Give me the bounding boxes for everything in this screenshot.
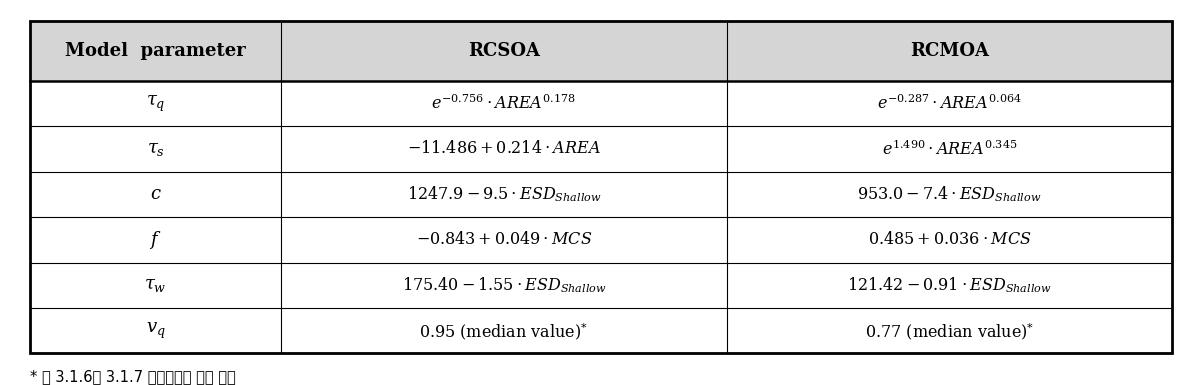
Text: $0.77\ (\mathrm{median\ value})^{*}$: $0.77\ (\mathrm{median\ value})^{*}$ [864,320,1034,341]
Text: $-0.843+0.049\cdot\mathit{MCS}$: $-0.843+0.049\cdot\mathit{MCS}$ [416,231,593,248]
Text: $v_q$: $v_q$ [145,321,166,341]
Text: RCMOA: RCMOA [910,42,989,60]
Bar [30,217,1172,263]
Text: * 펠 3.1.6과 3.1.7 지역화모형 구성 참조: * 펠 3.1.6과 3.1.7 지역화모형 구성 참조 [30,369,236,384]
Bar [30,308,1172,353]
Text: Model  parameter: Model parameter [65,42,246,60]
Text: $c$: $c$ [150,186,161,203]
Bar [30,21,1172,353]
Text: $0.485+0.036\cdot\mathit{MCS}$: $0.485+0.036\cdot\mathit{MCS}$ [868,231,1031,248]
Text: $1247.9-9.5\cdot\mathit{ESD}_{\mathit{Shallow}}$: $1247.9-9.5\cdot\mathit{ESD}_{\mathit{Sh… [406,184,601,204]
Text: $175.40-1.55\cdot\mathit{ESD}_{\mathit{Shallow}}$: $175.40-1.55\cdot\mathit{ESD}_{\mathit{S… [401,275,606,295]
Text: $e^{-0.756}\cdot\mathit{AREA}^{0.178}$: $e^{-0.756}\cdot\mathit{AREA}^{0.178}$ [432,94,577,113]
Text: $-11.486+0.214\cdot\mathit{AREA}$: $-11.486+0.214\cdot\mathit{AREA}$ [407,141,601,157]
Bar [30,126,1172,172]
Text: $e^{1.490}\cdot\mathit{AREA}^{0.345}$: $e^{1.490}\cdot\mathit{AREA}^{0.345}$ [881,139,1017,159]
Bar [30,81,1172,126]
Text: $e^{-0.287}\cdot\mathit{AREA}^{0.064}$: $e^{-0.287}\cdot\mathit{AREA}^{0.064}$ [876,94,1022,113]
Bar [30,263,1172,308]
Bar [30,172,1172,217]
Text: $f$: $f$ [149,229,162,251]
Text: $121.42-0.91\cdot\mathit{ESD}_{\mathit{Shallow}}$: $121.42-0.91\cdot\mathit{ESD}_{\mathit{S… [847,275,1052,295]
Text: $\tau_q$: $\tau_q$ [145,94,166,114]
Text: $953.0-7.4\cdot\mathit{ESD}_{\mathit{Shallow}}$: $953.0-7.4\cdot\mathit{ESD}_{\mathit{Sha… [857,184,1041,204]
Text: $\tau_w$: $\tau_w$ [144,276,167,294]
Text: $\tau_s$: $\tau_s$ [147,140,165,158]
Bar [30,21,1172,81]
Text: $0.95\ (\mathrm{median\ value})^{*}$: $0.95\ (\mathrm{median\ value})^{*}$ [419,320,589,341]
Text: RCSOA: RCSOA [468,42,540,60]
